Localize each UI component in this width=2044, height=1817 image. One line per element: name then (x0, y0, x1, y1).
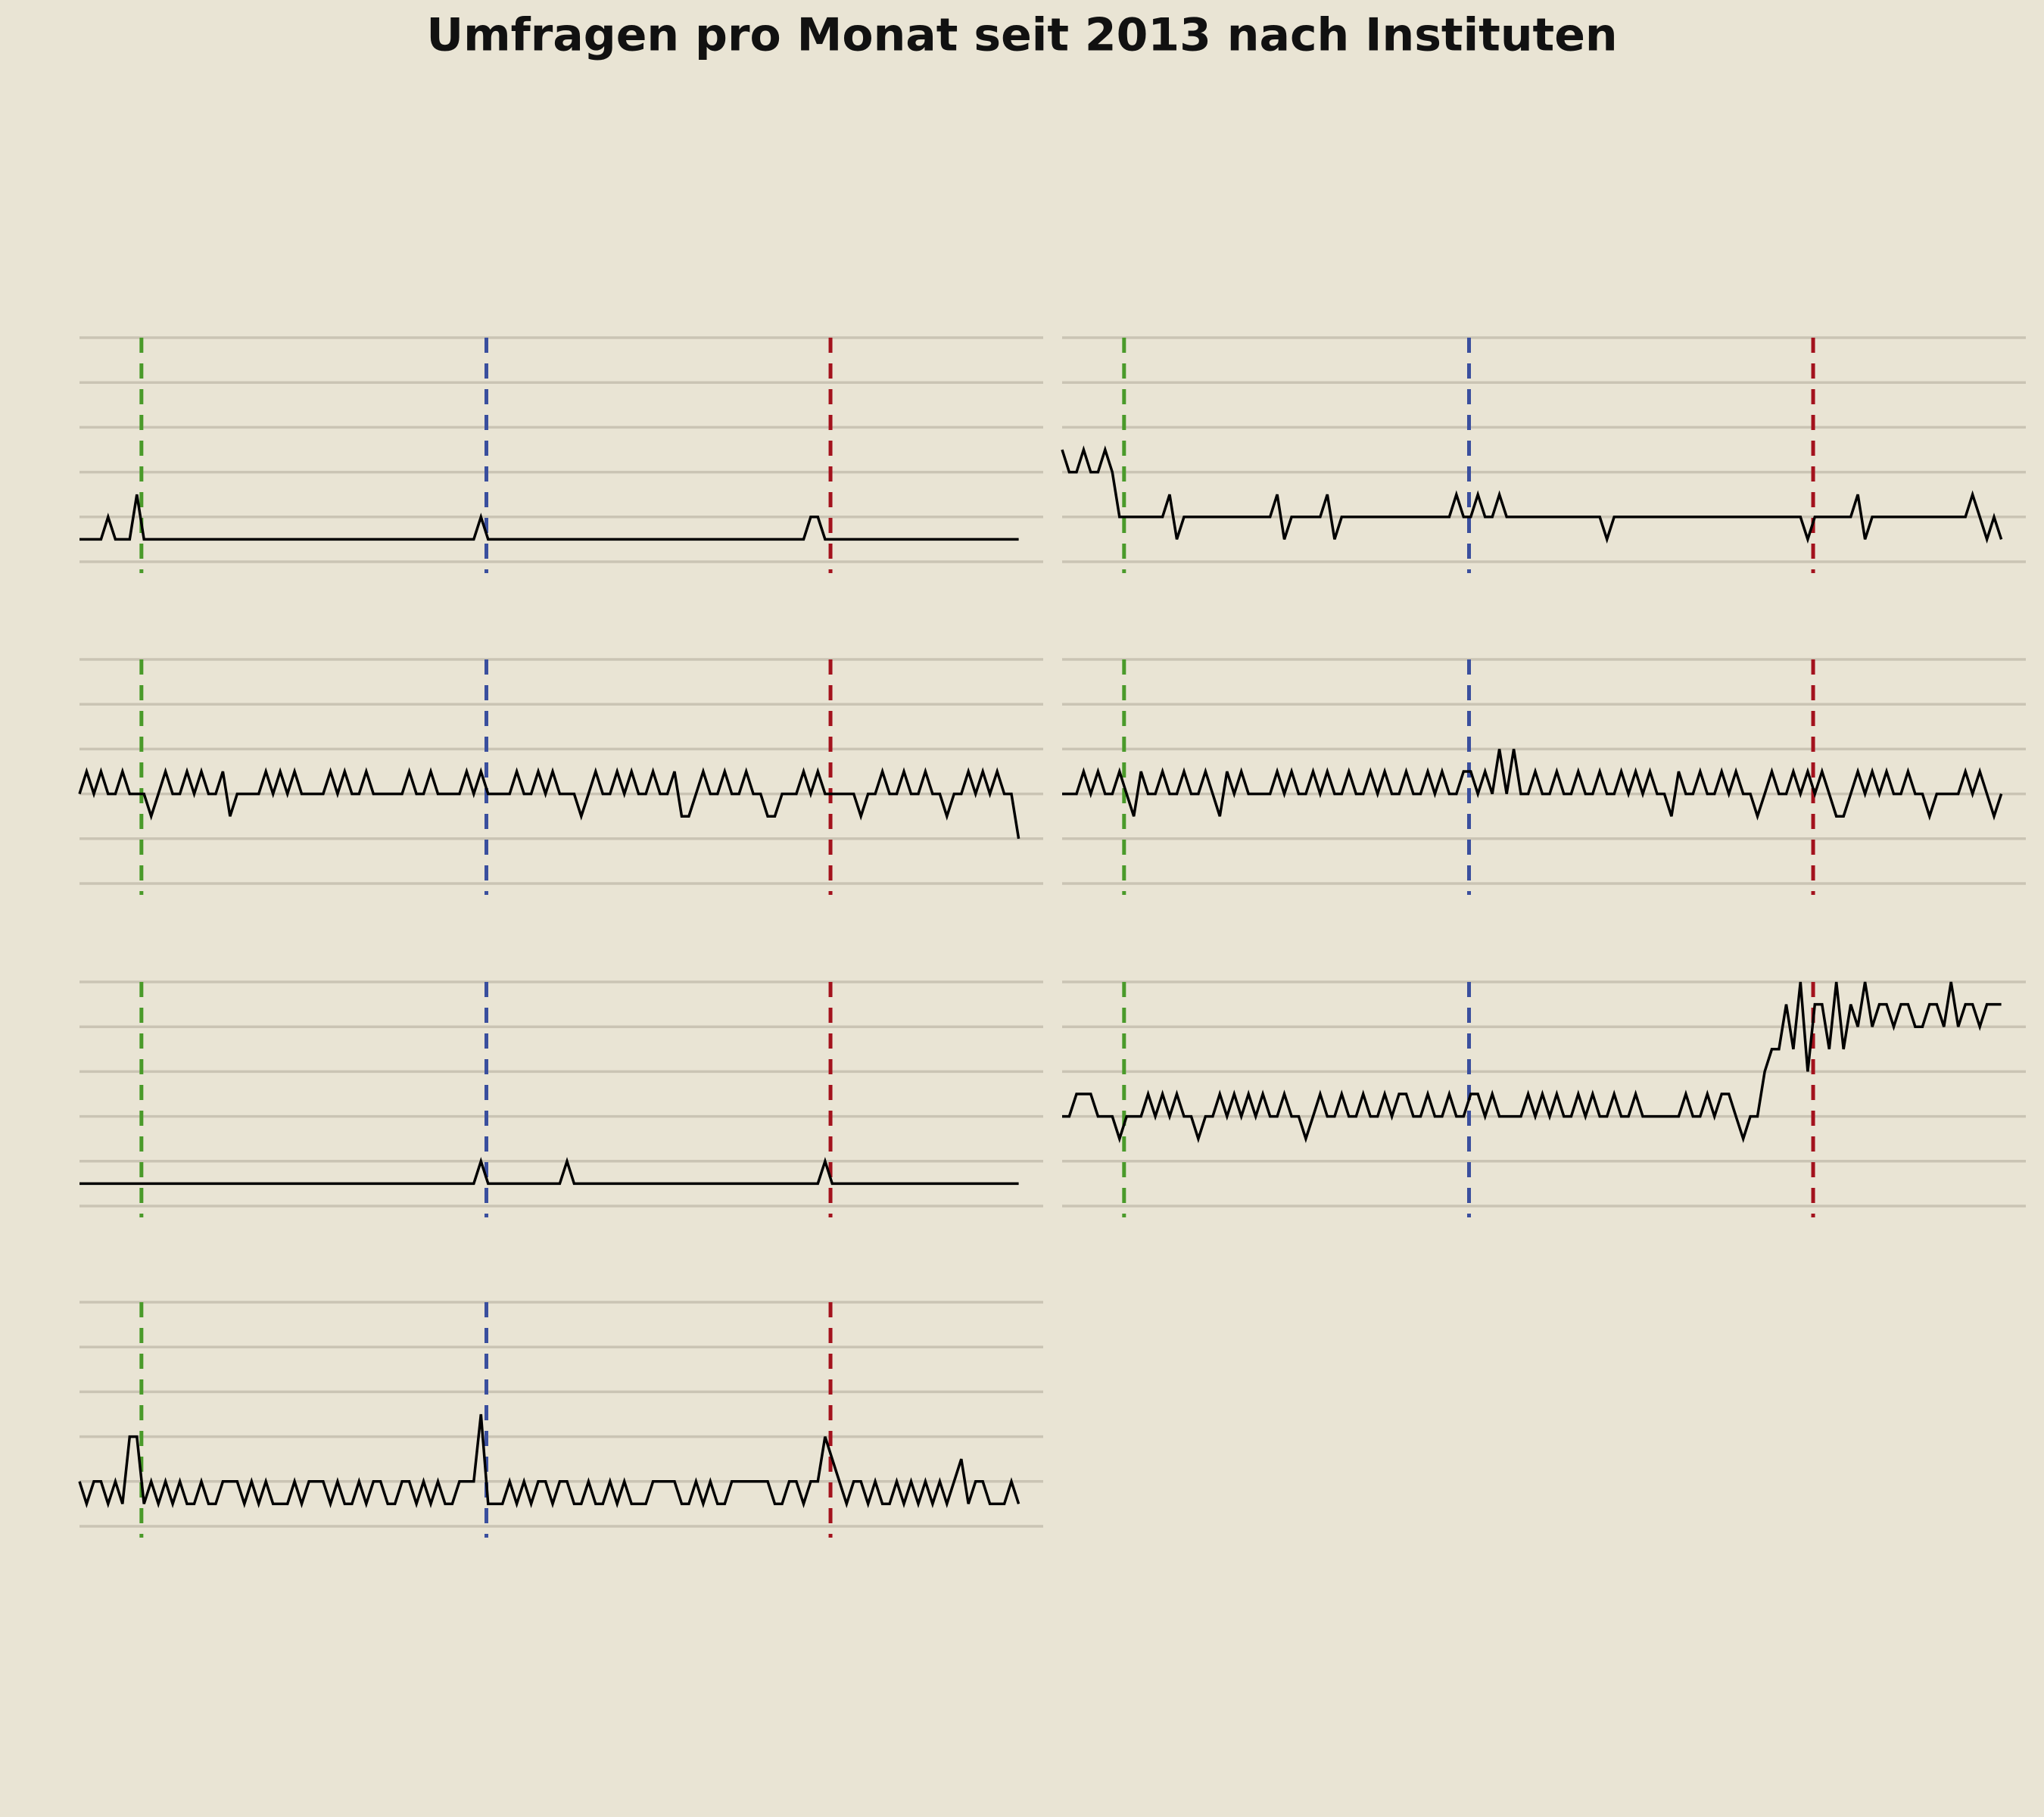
chart-title: Umfragen pro Monat seit 2013 nach Instit… (426, 9, 1617, 62)
series-line (1061, 445, 2003, 544)
series-line (1062, 749, 2003, 821)
series-line (78, 767, 1020, 840)
series-line (79, 494, 1019, 541)
series-line (1062, 981, 2002, 1143)
series-line (78, 1413, 1020, 1509)
series-line (79, 1157, 1019, 1186)
